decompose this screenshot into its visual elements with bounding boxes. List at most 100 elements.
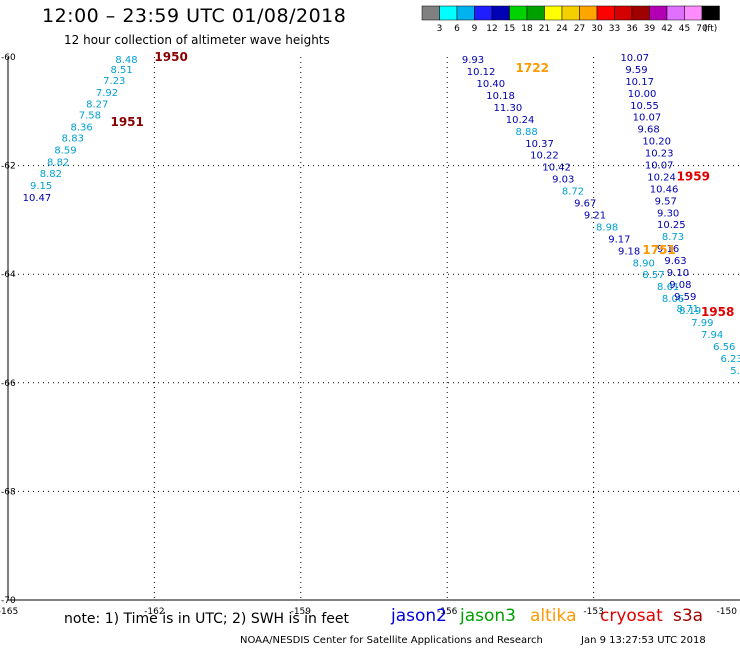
scale-label: 18 — [521, 24, 533, 34]
scale-label: 39 — [644, 24, 656, 34]
wave-height-point: 9.03 — [552, 175, 574, 186]
wave-height-point: 8.59 — [54, 145, 76, 156]
scale-label: 70 — [696, 24, 708, 34]
y-tick-label: -70 — [1, 596, 16, 606]
scale-label: 3 — [437, 24, 443, 34]
time-label: 1958 — [701, 305, 734, 319]
legend-cryosat: cryosat — [600, 606, 663, 626]
wave-height-point: 8.88 — [516, 127, 538, 138]
footer-note: note: 1) Time is in UTC; 2) SWH is in fe… — [64, 611, 350, 627]
wave-height-point: 10.23 — [645, 149, 674, 160]
x-tick-label: -150 — [717, 607, 738, 617]
wave-height-point: 10.22 — [530, 151, 559, 162]
wave-height-point: 8.83 — [62, 133, 84, 144]
y-tick-label: -68 — [1, 487, 16, 497]
color-scale: 3 6 9 12 15 18 21 24 27 30 33 36 39 42 45 70(ft) — [421, 5, 720, 34]
wave-height-point: 7.94 — [701, 330, 723, 341]
scale-label: 9 — [472, 24, 478, 34]
scale-label: 12 — [486, 24, 497, 34]
wave-height-point: 10.24 — [647, 172, 676, 183]
wave-height-point: 8.27 — [86, 100, 108, 111]
wave-height-point: 8.82 — [40, 169, 62, 180]
wave-height-point: 10.40 — [476, 79, 505, 90]
wave-height-point: 9.10 — [667, 268, 689, 279]
wave-height-point: 8.48 — [115, 55, 137, 66]
time-label: 1959 — [677, 169, 710, 183]
time-label: 1950 — [154, 50, 187, 64]
wave-height-point: 8.19 — [679, 306, 701, 317]
wave-height-point: 7.92 — [96, 88, 118, 99]
wave-height-point: 9.16 — [657, 244, 679, 255]
wave-height-point: 10.18 — [486, 91, 515, 102]
legend-altika: altika — [530, 606, 577, 626]
scale-swatch — [701, 5, 720, 21]
scale-label: 45 — [679, 24, 690, 34]
time-label: 1722 — [516, 61, 549, 75]
wave-height-point: 7.23 — [103, 76, 125, 87]
scale-label: 6 — [454, 24, 460, 34]
y-tick-label: -60 — [1, 53, 16, 63]
x-tick-label: -162 — [144, 607, 164, 617]
wave-height-point: 9.30 — [657, 208, 679, 219]
wave-height-point: 9.93 — [462, 55, 484, 66]
wave-height-point: 8.72 — [562, 187, 584, 198]
y-tick-label: -64 — [1, 270, 16, 280]
x-tick-label: -153 — [583, 607, 603, 617]
wave-height-point: 9.67 — [574, 199, 596, 210]
scale-label: 24 — [556, 24, 568, 34]
wave-height-point: 8.98 — [596, 222, 618, 233]
wave-height-point: 8.71 — [677, 304, 699, 315]
y-tick-label: -62 — [1, 162, 16, 172]
scale-label: 15 — [504, 24, 515, 34]
wave-height-point: 7.99 — [691, 318, 713, 329]
wave-height-point: 9.18 — [618, 246, 640, 257]
wave-height-point: 9.08 — [669, 280, 691, 291]
wave-height-point: 9.68 — [638, 125, 660, 136]
wave-height-point: 8.90 — [633, 258, 655, 269]
wave-height-point: 10.24 — [506, 115, 535, 126]
wave-height-point: 11.30 — [494, 103, 523, 114]
x-tick-label: -156 — [437, 607, 458, 617]
page-subtitle: 12 hour collection of altimeter wave hei… — [64, 33, 330, 47]
wave-height-point: 8.51 — [110, 65, 132, 76]
wave-height-point: 10.07 — [645, 161, 674, 172]
wave-height-point: 10.17 — [625, 77, 654, 88]
wave-height-point: 9.21 — [584, 210, 606, 221]
footer-timestamp: Jan 9 13:27:53 UTC 2018 — [581, 635, 706, 646]
wave-height-point: 10.42 — [542, 163, 571, 174]
time-label: 1951 — [110, 115, 143, 129]
x-tick-label: -165 — [0, 607, 18, 617]
wave-height-point: 8.82 — [47, 157, 69, 168]
scale-label: 21 — [539, 24, 550, 34]
x-tick-label: -159 — [291, 607, 312, 617]
wave-height-point: 8.61 — [657, 282, 679, 293]
wave-height-point: 9.59 — [674, 292, 696, 303]
scale-label: 36 — [626, 24, 638, 34]
scale-label: 30 — [591, 24, 603, 34]
wave-height-point: 10.07 — [633, 113, 662, 124]
scale-label: 33 — [609, 24, 620, 34]
legend-jason3: jason3 — [460, 606, 516, 626]
wave-height-point: 10.46 — [650, 184, 679, 195]
wave-height-point: 10.00 — [628, 89, 657, 100]
scale-label: 42 — [661, 24, 672, 34]
wave-height-point: 6.56 — [713, 342, 735, 353]
wave-height-point: 9.59 — [625, 65, 647, 76]
wave-height-point: 9.15 — [30, 181, 52, 192]
wave-height-point: 5.4 — [730, 366, 740, 377]
wave-height-point: 8.36 — [70, 123, 92, 134]
wave-height-point: 8.06 — [662, 294, 684, 305]
wave-height-point: 7.58 — [79, 111, 101, 122]
time-label: 1751 — [642, 243, 675, 257]
wave-height-point: 9.63 — [664, 256, 686, 267]
legend-jason2: jason2 — [391, 606, 447, 626]
y-tick-label: -66 — [1, 379, 16, 389]
wave-height-point: 10.37 — [525, 139, 554, 150]
page-title: 12:00 – 23:59 UTC 01/08/2018 — [42, 5, 347, 27]
wave-height-point: 9.17 — [608, 234, 630, 245]
wave-height-point: 9.57 — [655, 196, 677, 207]
wave-height-point: 10.47 — [23, 193, 52, 204]
wave-height-point: 10.55 — [630, 101, 659, 112]
wave-height-point: 10.07 — [620, 53, 649, 64]
